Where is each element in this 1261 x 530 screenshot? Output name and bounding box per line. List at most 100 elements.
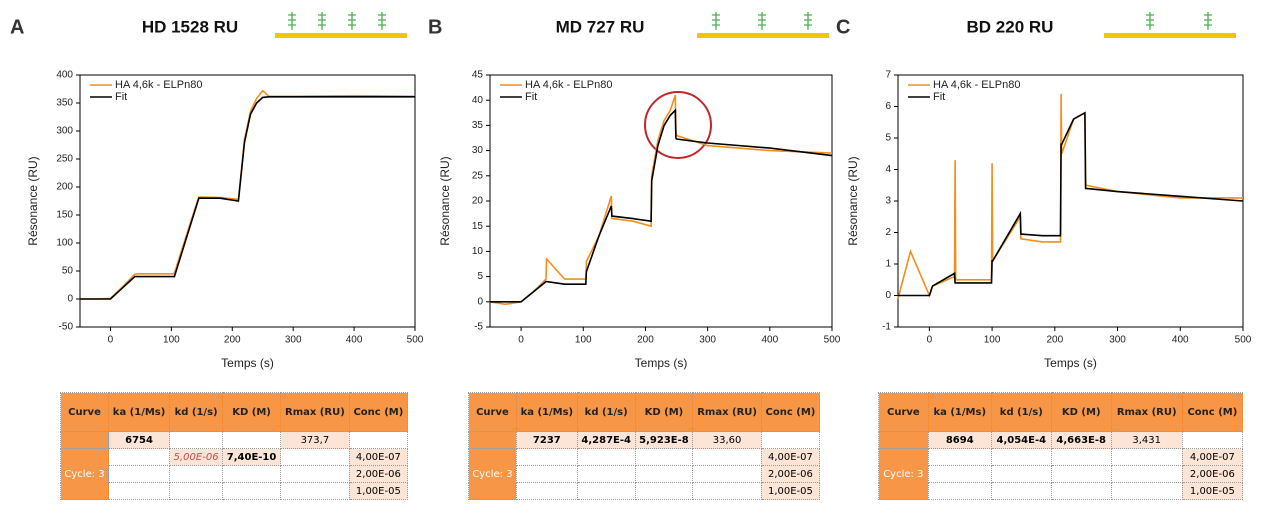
y-tick-label: 15: [472, 221, 484, 232]
table-cell: [692, 465, 762, 483]
table-cell: 4,00E-07: [348, 448, 409, 466]
table-cell: [927, 448, 992, 466]
table-cell: 1,00E-05: [348, 482, 409, 500]
y-tick-label: 4: [885, 164, 891, 175]
table-cell: 33,60: [692, 431, 762, 449]
table-cell: Cycle: 3: [59, 448, 110, 500]
x-tick-label: 0: [518, 335, 524, 346]
table-cell: [108, 448, 171, 466]
panel-label: B: [428, 16, 442, 38]
table-cell: [468, 431, 517, 449]
table-cell: ka (1/Ms): [927, 392, 992, 432]
table-cell: [515, 448, 578, 466]
x-tick-label: 300: [1109, 335, 1126, 346]
table-cell: [634, 482, 694, 500]
table-cell: Rmax (RU): [280, 392, 350, 432]
x-tick-label: 400: [761, 335, 778, 346]
icon-chains: [288, 12, 1212, 30]
figure: A HD 1528 RU B MD 727 RU C BD 220 RU0 100 200 30…: [10, 12, 1252, 370]
table-cell: 4,00E-07: [1181, 448, 1244, 466]
x-tick-label: 100: [575, 335, 592, 346]
y-tick-label: 300: [56, 126, 73, 137]
table-cell: [169, 482, 224, 500]
table-cell: [927, 465, 992, 483]
table-cell: Curve: [878, 392, 929, 432]
y-tick-label: 0: [477, 296, 483, 307]
y-tick-label: 350: [56, 98, 73, 109]
x-tick-label: 300: [699, 335, 716, 346]
table-cell: [108, 482, 171, 500]
table-cell: [1110, 448, 1183, 466]
table-cell: 8694: [927, 431, 992, 449]
panel-title: BD 220 RU: [967, 17, 1054, 36]
y-tick-label: -5: [474, 322, 483, 333]
y-tick-label: 45: [472, 70, 484, 81]
table-cell: [348, 431, 409, 449]
y-tick-label: 25: [472, 170, 484, 181]
results-table: Curve ka (1/Ms) kd (1/s) KD (M) Rmax (RU) Con…: [878, 392, 1244, 500]
table-cell: [990, 465, 1052, 483]
table-cell: [280, 482, 350, 500]
table-cell: Curve: [59, 392, 110, 432]
table-cell: [169, 465, 224, 483]
y-tick-label: 200: [56, 182, 73, 193]
x-tick-label: 100: [163, 335, 180, 346]
table-cell: Cycle: 3: [468, 448, 517, 500]
x-tick-label: 200: [1046, 335, 1063, 346]
table-cell: [169, 431, 224, 449]
table-cell: [1050, 482, 1112, 500]
table-cell: 4,00E-07: [760, 448, 821, 466]
table-cell: 5,923E-8: [634, 431, 694, 449]
series-line: [490, 108, 833, 303]
table-cell: [222, 431, 282, 449]
table-cell: kd (1/s): [990, 392, 1052, 432]
table-cell: KD (M): [1050, 392, 1112, 432]
x-tick-label: 500: [1235, 335, 1252, 346]
table-cell: [1050, 465, 1112, 483]
series-line: [898, 111, 1244, 297]
x-tick-label: 400: [1172, 335, 1189, 346]
table-cell: [576, 448, 636, 466]
legend-label: HA 4,6k - ELPn80: [115, 79, 202, 91]
icon: [275, 33, 1236, 38]
table-cell: [1050, 448, 1112, 466]
table-cell: 6754: [108, 431, 171, 449]
x-tick-label: 300: [285, 335, 302, 346]
table-cell: [280, 465, 350, 483]
table-cell: kd (1/s): [169, 392, 224, 432]
table-cell: Rmax (RU): [1110, 392, 1183, 432]
y-tick-label: 6: [885, 101, 891, 112]
y-tick-label: 30: [472, 145, 484, 156]
table-cell: 3,431: [1110, 431, 1183, 449]
results-table: Curve ka (1/Ms) kd (1/s) KD (M) Rmax (RU) Con…: [468, 392, 821, 500]
plot-frame: [897, 74, 1244, 328]
legend-label: HA 4,6k - ELPn80: [933, 79, 1020, 91]
y-tick-label: 1: [885, 259, 891, 270]
plot-frame: [489, 74, 833, 328]
y-tick-label: 250: [56, 154, 73, 165]
panel-label: A: [10, 16, 24, 38]
table-cell: [634, 448, 694, 466]
x-tick-label: 500: [824, 335, 841, 346]
y-axis-label: Résonance (RU): [26, 156, 40, 245]
y-tick-label: 150: [56, 210, 73, 221]
x-tick-label: 200: [637, 335, 654, 346]
table-cell: Conc (M): [1181, 392, 1244, 432]
y-axis-label: Résonance (RU): [846, 156, 860, 245]
table-cell: 2,00E-06: [1181, 465, 1244, 483]
table-cell: 1,00E-05: [760, 482, 821, 500]
table-cell: ka (1/Ms): [108, 392, 171, 432]
table-cell: 373,7: [280, 431, 350, 449]
y-tick-label: 10: [472, 246, 484, 257]
y-tick-label: 0: [67, 294, 73, 305]
table-cell: [576, 465, 636, 483]
table-cell: [222, 482, 282, 500]
x-tick-label: 0: [927, 335, 933, 346]
table-cell: 2,00E-06: [760, 465, 821, 483]
y-tick-label: 7: [885, 70, 891, 81]
table-cell: [634, 465, 694, 483]
table-cell: [1110, 482, 1183, 500]
series-line: [80, 96, 415, 300]
series-line: [489, 94, 833, 306]
table-cell: ka (1/Ms): [515, 392, 578, 432]
